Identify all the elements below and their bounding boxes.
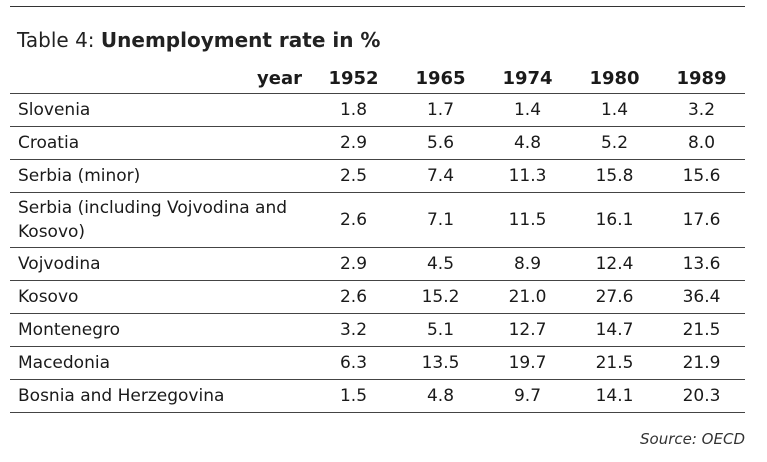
table-row: Vojvodina 2.9 4.5 8.9 12.4 13.6 (10, 247, 745, 281)
year-header-1952: 1952 (310, 63, 397, 94)
table-row: Bosnia and Herzegovina 1.5 4.8 9.7 14.1 … (10, 379, 745, 413)
table-body: Slovenia 1.8 1.7 1.4 1.4 3.2 Croatia 2.9… (10, 93, 745, 413)
region-cell: Croatia (10, 126, 310, 160)
table-row: Serbia (minor) 2.5 7.4 11.3 15.8 15.6 (10, 159, 745, 193)
source-note: Source: OECD (640, 430, 745, 448)
value-cell: 5.2 (571, 126, 658, 160)
value-cell: 1.4 (571, 93, 658, 127)
value-cell: 21.0 (484, 280, 571, 314)
value-cell: 8.0 (658, 126, 745, 160)
value-cell: 9.7 (484, 379, 571, 413)
value-cell: 1.4 (484, 93, 571, 127)
table-row: Croatia 2.9 5.6 4.8 5.2 8.0 (10, 126, 745, 160)
value-cell: 4.5 (397, 247, 484, 281)
value-cell: 15.6 (658, 159, 745, 193)
value-cell: 1.8 (310, 93, 397, 127)
value-cell: 7.4 (397, 159, 484, 193)
value-cell: 11.3 (484, 159, 571, 193)
value-cell: 2.5 (310, 159, 397, 193)
header-row: year 1952 1965 1974 1980 1989 (10, 63, 745, 94)
region-cell: Vojvodina (10, 247, 310, 281)
year-header-1980: 1980 (571, 63, 658, 94)
value-cell: 19.7 (484, 346, 571, 380)
value-cell: 15.2 (397, 280, 484, 314)
value-cell: 4.8 (484, 126, 571, 160)
table-title-main: Unemployment rate in % (100, 28, 381, 52)
value-cell: 21.9 (658, 346, 745, 380)
value-cell: 17.6 (658, 192, 745, 248)
region-cell: Montenegro (10, 313, 310, 347)
value-cell: 27.6 (571, 280, 658, 314)
value-cell: 36.4 (658, 280, 745, 314)
year-header-1965: 1965 (397, 63, 484, 94)
value-cell: 3.2 (310, 313, 397, 347)
value-cell: 2.9 (310, 247, 397, 281)
value-cell: 2.6 (310, 192, 397, 248)
region-cell: Bosnia and Herzegovina (10, 379, 310, 413)
region-cell: Serbia (minor) (10, 159, 310, 193)
value-cell: 1.5 (310, 379, 397, 413)
value-cell: 5.6 (397, 126, 484, 160)
value-cell: 3.2 (658, 93, 745, 127)
year-header-1974: 1974 (484, 63, 571, 94)
table-title: Table 4: Unemployment rate in % (17, 26, 380, 54)
value-cell: 15.8 (571, 159, 658, 193)
region-cell: Macedonia (10, 346, 310, 380)
value-cell: 21.5 (658, 313, 745, 347)
value-cell: 13.6 (658, 247, 745, 281)
value-cell: 8.9 (484, 247, 571, 281)
top-rule (10, 6, 745, 7)
region-cell: Slovenia (10, 93, 310, 127)
value-cell: 11.5 (484, 192, 571, 248)
table-title-prefix: Table 4: (17, 28, 101, 52)
region-cell: Serbia (including Vojvodina and Kosovo) (10, 192, 310, 248)
region-cell: Kosovo (10, 280, 310, 314)
value-cell: 2.6 (310, 280, 397, 314)
value-cell: 6.3 (310, 346, 397, 380)
year-label: year (10, 63, 310, 94)
value-cell: 13.5 (397, 346, 484, 380)
value-cell: 21.5 (571, 346, 658, 380)
table-row: Montenegro 3.2 5.1 12.7 14.7 21.5 (10, 313, 745, 347)
table-header: year 1952 1965 1974 1980 1989 (10, 63, 745, 94)
table-row: Kosovo 2.6 15.2 21.0 27.6 36.4 (10, 280, 745, 314)
value-cell: 2.9 (310, 126, 397, 160)
table-row: Macedonia 6.3 13.5 19.7 21.5 21.9 (10, 346, 745, 380)
value-cell: 5.1 (397, 313, 484, 347)
year-header-1989: 1989 (658, 63, 745, 94)
value-cell: 14.1 (571, 379, 658, 413)
unemployment-table: year 1952 1965 1974 1980 1989 Slovenia 1… (10, 63, 745, 413)
table-row: Slovenia 1.8 1.7 1.4 1.4 3.2 (10, 93, 745, 127)
value-cell: 1.7 (397, 93, 484, 127)
table-row: Serbia (including Vojvodina and Kosovo) … (10, 192, 745, 248)
value-cell: 14.7 (571, 313, 658, 347)
value-cell: 12.4 (571, 247, 658, 281)
value-cell: 12.7 (484, 313, 571, 347)
value-cell: 4.8 (397, 379, 484, 413)
value-cell: 20.3 (658, 379, 745, 413)
value-cell: 16.1 (571, 192, 658, 248)
value-cell: 7.1 (397, 192, 484, 248)
